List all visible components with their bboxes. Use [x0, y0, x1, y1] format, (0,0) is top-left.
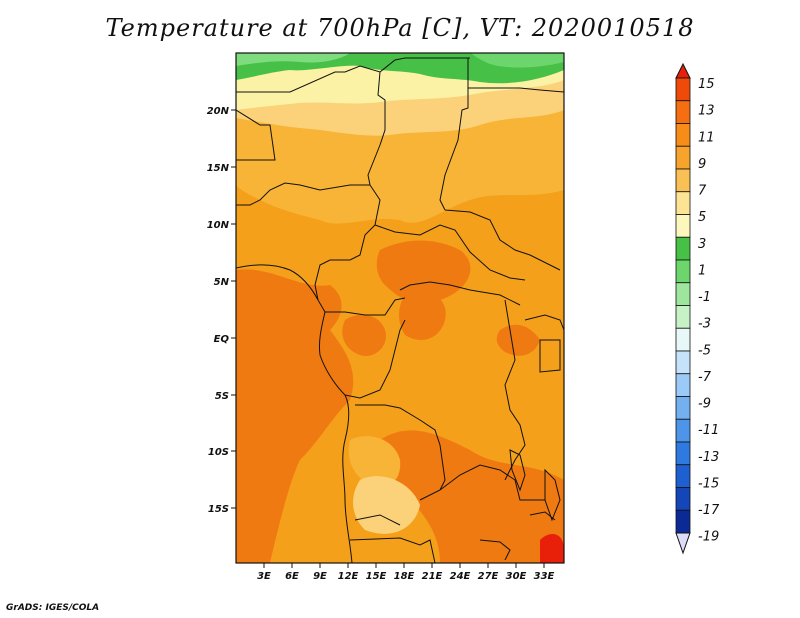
lat-tick-label: 20N: [207, 106, 230, 117]
colorbar-swatch: [675, 373, 691, 397]
lon-tick-label: 12E: [338, 571, 359, 582]
colorbar-label: -19: [698, 530, 719, 545]
lat-tick-label: 15N: [207, 163, 230, 174]
lon-tick-label: 3E: [257, 571, 271, 582]
colorbar-swatch: [675, 418, 691, 443]
colorbar-swatch: [675, 327, 691, 352]
lat-tick-label: 5S: [215, 391, 229, 402]
colorbar-swatch: [675, 168, 691, 193]
colorbar-label: -9: [698, 397, 711, 412]
colorbar-swatch: [675, 77, 691, 102]
latitude-axis: 20N 15N 10N 5N EQ 5S 10S 15S: [207, 106, 236, 515]
colorbar-label: 13: [698, 104, 715, 119]
colorbar: 15 13 11 9 7 5 3 1 -1 -3 -5 -7 -9 -11 -13 -15 -17 -19: [675, 62, 720, 555]
colorbar-label: 11: [698, 130, 715, 145]
colorbar-swatch: [675, 464, 691, 488]
lat-tick-label: 15S: [208, 504, 229, 515]
grads-credit: GrADS: IGES/COLA: [6, 603, 100, 613]
colorbar-swatch: [675, 145, 691, 170]
lon-tick-label: 15E: [366, 571, 387, 582]
lon-tick-label: 24E: [450, 571, 471, 582]
colorbar-swatch: [675, 100, 691, 124]
longitude-axis: 3E 6E 9E 12E 15E 18E 21E 24E 27E 30E 33E: [257, 563, 555, 582]
colorbar-swatch: [675, 487, 691, 511]
colorbar-swatch: [675, 350, 691, 375]
colorbar-swatch: [675, 259, 691, 284]
lon-tick-label: 21E: [422, 571, 443, 582]
colorbar-swatch: [675, 441, 691, 466]
colorbar-swatch: [675, 396, 691, 420]
colorbar-label: -1: [698, 290, 711, 305]
colorbar-top-triangle: [675, 62, 691, 79]
colorbar-label: -13: [698, 450, 719, 465]
map-title: Temperature at 700hPa [C], VT: 202001051…: [105, 14, 695, 42]
lon-tick-label: 33E: [534, 571, 555, 582]
colorbar-swatch: [675, 509, 691, 534]
colorbar-label: -7: [698, 370, 712, 385]
colorbar-label: 3: [698, 237, 706, 252]
lat-tick-label: EQ: [214, 334, 230, 345]
colorbar-label: -11: [698, 423, 719, 438]
lat-tick-label: 10S: [208, 447, 229, 458]
country-borders: [236, 57, 564, 563]
lon-tick-label: 9E: [313, 571, 327, 582]
lon-tick-label: 27E: [478, 571, 499, 582]
colorbar-label: 5: [698, 210, 706, 225]
colorbar-label: 9: [698, 157, 706, 172]
colorbar-swatch: [675, 236, 691, 261]
colorbar-bottom-triangle: [675, 532, 691, 555]
colorbar-swatch: [675, 282, 691, 306]
lon-tick-label: 30E: [506, 571, 527, 582]
colorbar-label: -17: [698, 503, 720, 518]
lat-tick-label: 5N: [214, 277, 230, 288]
lon-tick-label: 18E: [394, 571, 415, 582]
colorbar-swatch: [675, 305, 691, 329]
lat-tick-label: 10N: [207, 220, 230, 231]
colorbar-label: 1: [698, 263, 706, 278]
temperature-field: [236, 53, 564, 563]
colorbar-label: 15: [698, 77, 715, 92]
colorbar-swatch: [675, 191, 691, 215]
map-frame: [235, 52, 565, 564]
colorbar-label: -5: [698, 343, 711, 358]
lon-tick-label: 6E: [285, 571, 299, 582]
colorbar-label: 7: [698, 184, 707, 199]
colorbar-swatch: [675, 214, 691, 238]
colorbar-swatch: [675, 123, 691, 147]
colorbar-label: -15: [698, 476, 719, 491]
colorbar-label: -3: [698, 317, 711, 332]
